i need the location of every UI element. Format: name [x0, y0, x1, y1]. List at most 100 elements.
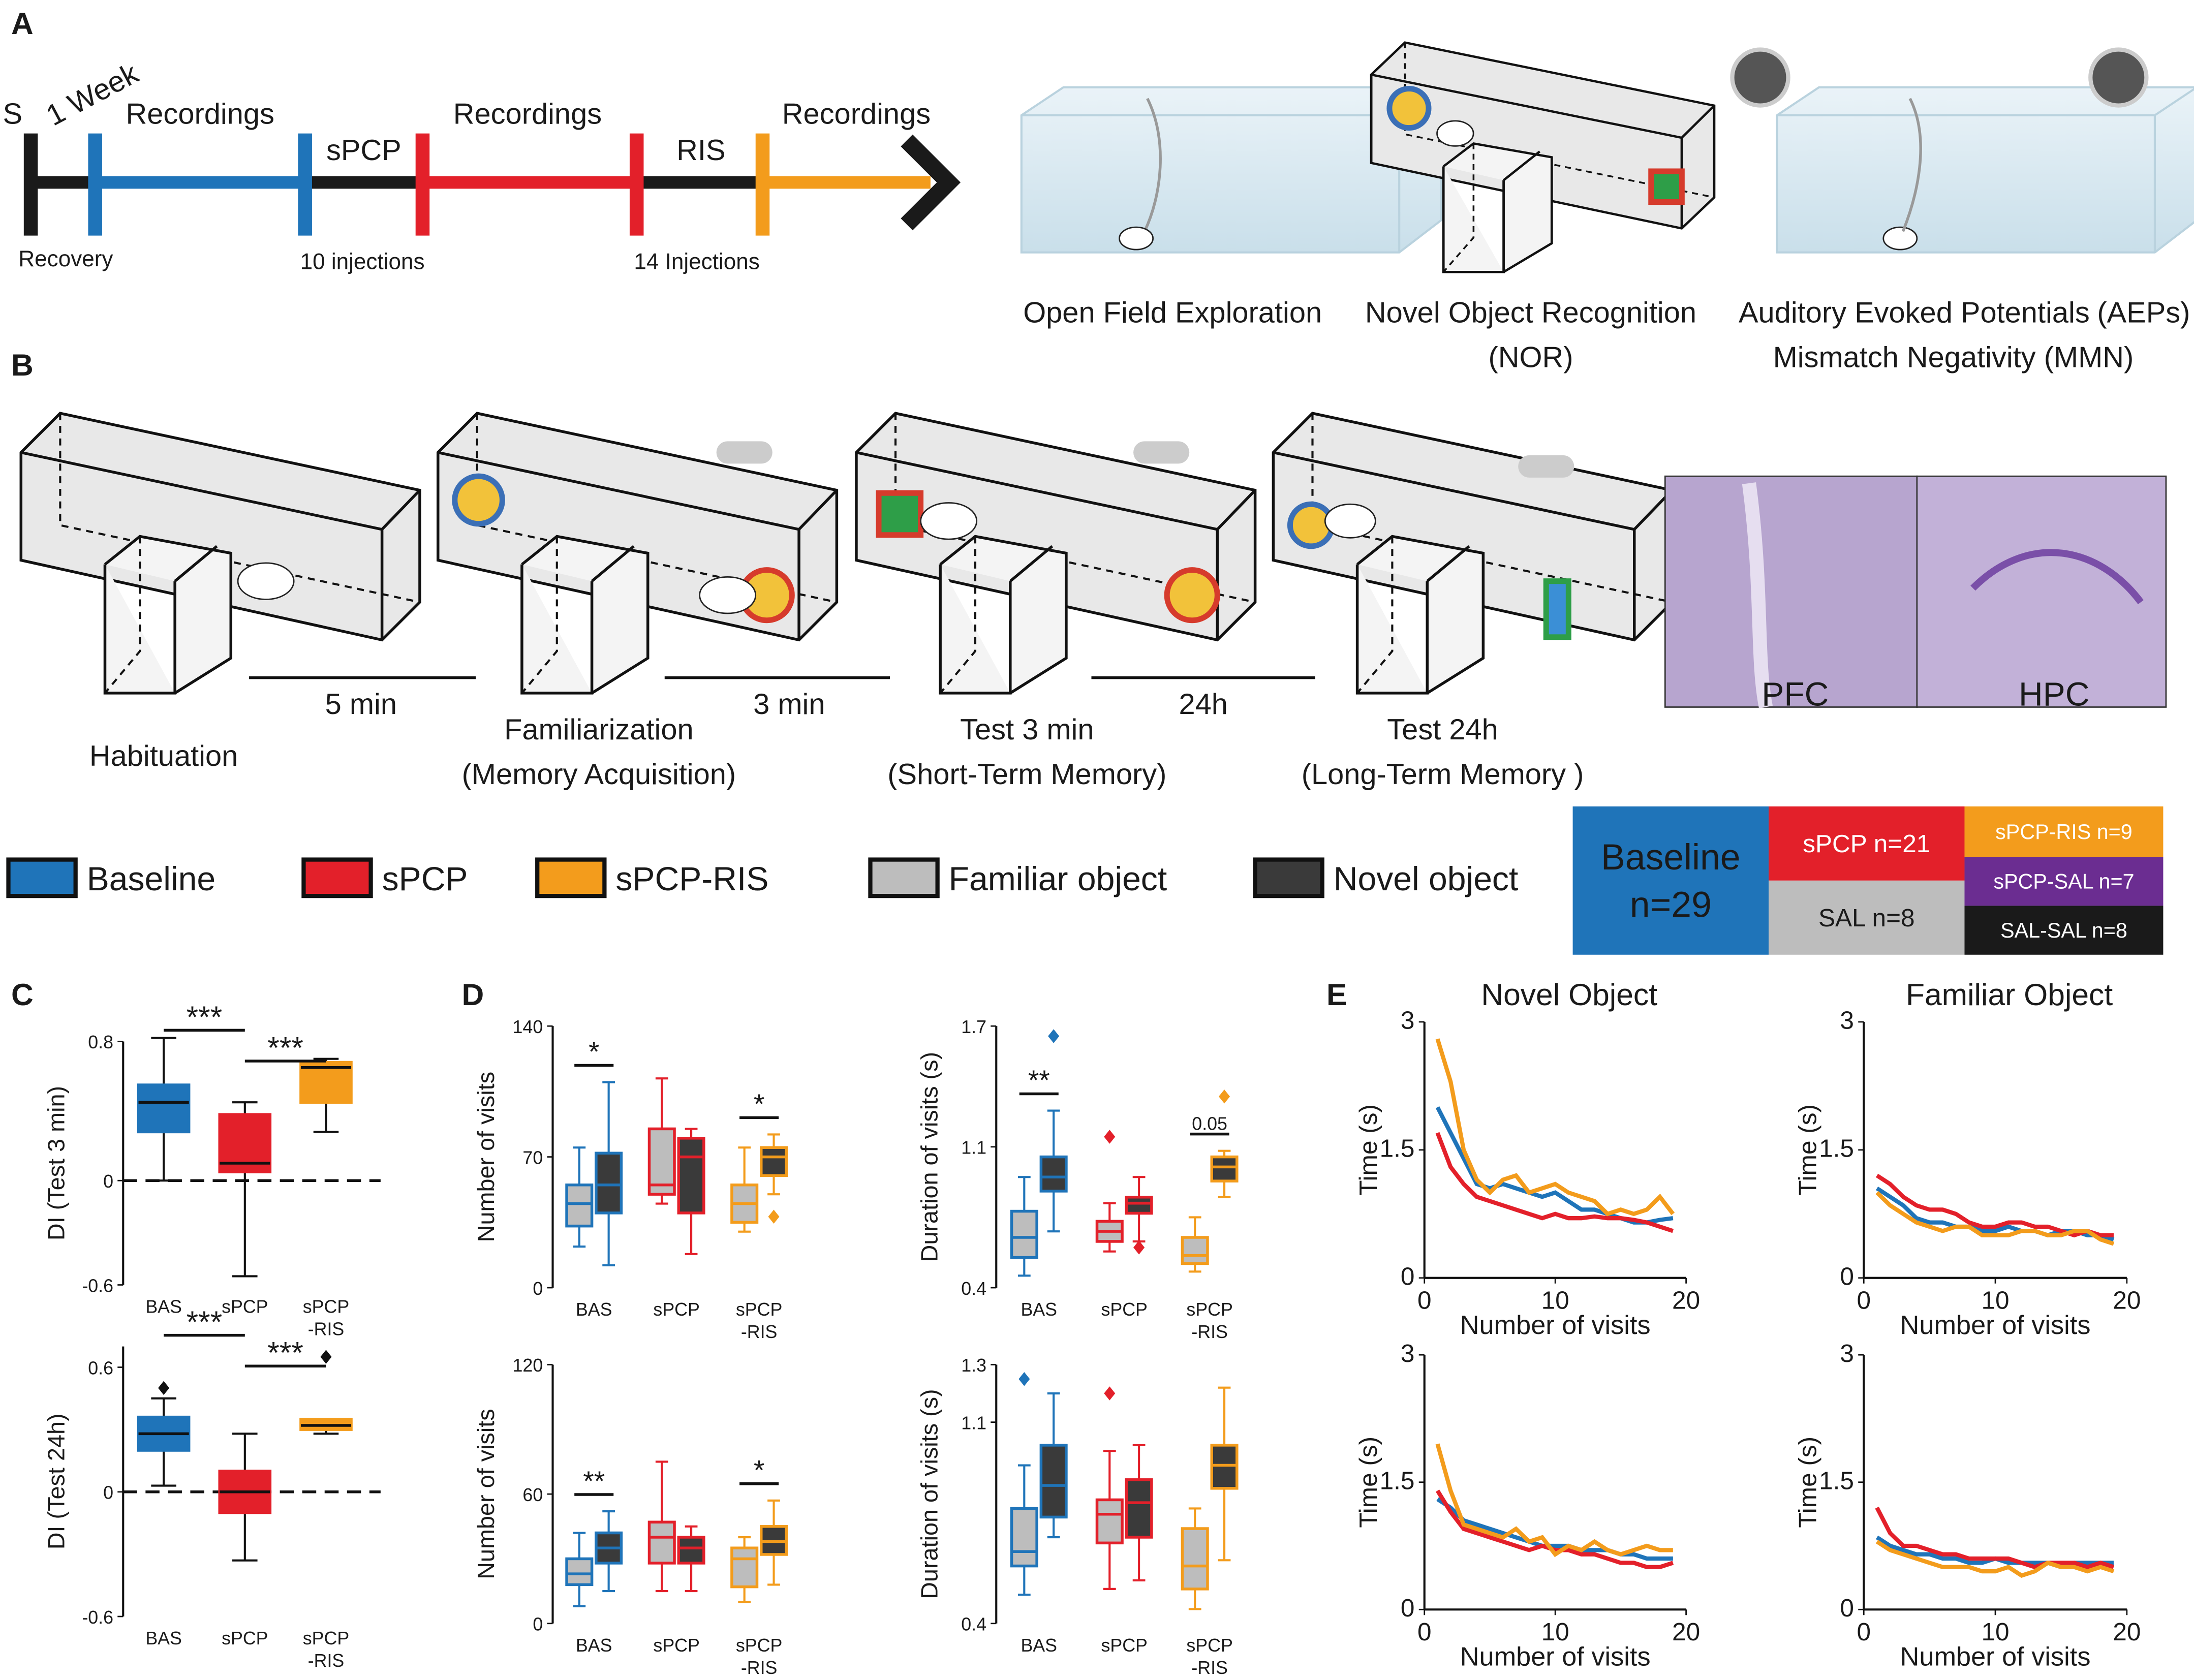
stage-label: Test 3 min	[960, 713, 1094, 746]
group-label: sPCP n=21	[1803, 829, 1930, 858]
x-tick-label: BAS	[576, 1635, 612, 1656]
task-label: (AEPs)	[2097, 296, 2190, 329]
task-label: (NOR)	[1489, 341, 1573, 374]
x-tick-label: 0	[1857, 1286, 1871, 1314]
task-label: Auditory Evoked Potentials	[1739, 296, 2090, 329]
timeline-phase: Recordings	[782, 98, 931, 130]
significance-label: **	[1028, 1064, 1050, 1096]
y-tick-label: 1.5	[1819, 1466, 1854, 1495]
speaker	[1730, 47, 1790, 108]
x-tick-label: sPCP	[303, 1297, 349, 1317]
legend-label: Familiar object	[949, 860, 1167, 898]
box	[299, 1061, 353, 1104]
flier	[1133, 1240, 1145, 1255]
chart-title: Familiar Object	[1906, 977, 2113, 1012]
box	[759, 1146, 788, 1177]
y-axis-label: DI (Test 24h)	[43, 1413, 70, 1549]
significance-label: *	[589, 1036, 599, 1067]
object	[1164, 567, 1220, 624]
significance-label: *	[754, 1454, 764, 1486]
controller	[1133, 441, 1190, 464]
x-tick-label: -RIS	[741, 1658, 778, 1678]
maze	[1273, 413, 1672, 693]
significance-label: ***	[187, 1304, 223, 1339]
interval-label: 3 min	[753, 688, 825, 721]
group-label: sPCP-RIS n=9	[1995, 820, 2133, 844]
y-tick-label: 0	[1401, 1262, 1415, 1291]
x-tick-label: sPCP	[1101, 1635, 1147, 1656]
x-axis-label: Number of visits	[1460, 1642, 1651, 1671]
x-tick-label: BAS	[1021, 1635, 1057, 1656]
group-cell	[1964, 806, 2164, 857]
cable	[1143, 98, 1162, 232]
x-tick-label: BAS	[1021, 1299, 1057, 1320]
group-cell	[1572, 806, 1769, 955]
x-tick-label: sPCP	[1186, 1635, 1232, 1656]
x-tick-label: sPCP	[653, 1299, 699, 1320]
box	[1125, 1478, 1153, 1539]
y-axis-label: Time (s)	[1794, 1437, 1822, 1528]
significance-label: *	[754, 1088, 764, 1119]
group-cell	[1964, 857, 2164, 906]
stage-label: (Short-Term Memory)	[887, 758, 1166, 791]
flier	[768, 1209, 780, 1224]
histology-label: PFC	[1762, 676, 1829, 713]
y-tick-label: 0	[533, 1279, 543, 1299]
legend-label: Baseline	[87, 860, 215, 898]
panel-label: B	[11, 348, 34, 382]
histology-detail	[1970, 549, 2144, 605]
y-tick-label: 60	[522, 1485, 543, 1505]
legend-label: sPCP-RIS	[615, 860, 768, 898]
mouse	[1119, 226, 1154, 251]
y-tick-label: 1.7	[961, 1017, 986, 1037]
box	[1125, 1196, 1153, 1215]
box	[1181, 1527, 1209, 1591]
stage-label: (Memory Acquisition)	[462, 758, 736, 791]
controller	[716, 441, 772, 464]
flier	[320, 1350, 332, 1364]
box	[137, 1083, 191, 1134]
maze	[438, 413, 837, 693]
y-axis-label: Duration of visits (s)	[916, 1389, 943, 1599]
y-tick-label: 0	[1401, 1594, 1415, 1622]
box	[730, 1546, 759, 1589]
line	[1875, 1191, 2115, 1246]
flier	[158, 1381, 170, 1395]
histology-detail	[1742, 482, 1773, 709]
x-axis-label: Number of visits	[1900, 1642, 2091, 1671]
y-tick-label: 1.5	[1380, 1134, 1415, 1163]
flier	[1048, 1029, 1060, 1043]
x-tick-label: -RIS	[741, 1322, 778, 1342]
y-tick-label: 3	[1401, 1006, 1415, 1035]
box	[1210, 1444, 1239, 1490]
line	[1435, 1106, 1674, 1225]
histology-image	[1916, 475, 2167, 708]
mouse	[1436, 120, 1474, 147]
box	[1010, 1507, 1038, 1568]
mouse	[920, 502, 978, 540]
x-tick-label: 0	[1417, 1286, 1432, 1314]
cable	[1901, 98, 1922, 232]
x-tick-label: 20	[1672, 1617, 1700, 1646]
y-tick-label: 0.4	[961, 1279, 986, 1299]
panel-label: A	[11, 6, 34, 41]
significance-label: ***	[187, 1000, 223, 1034]
object	[1543, 578, 1571, 640]
x-tick-label: 0	[1417, 1617, 1432, 1646]
stage-label: Habituation	[89, 740, 238, 772]
stage-label: Test 24h	[1387, 713, 1498, 746]
box	[1010, 1209, 1038, 1259]
y-axis-label: Time (s)	[1794, 1104, 1822, 1196]
group-table: Baseline n=29 sPCP n=21 SAL n=8 sPCP-RIS n=9…	[1572, 806, 2164, 955]
box	[1210, 1155, 1239, 1183]
chart-title: Novel Object	[1481, 977, 1657, 1012]
y-axis-label: Duration of visits (s)	[916, 1052, 943, 1262]
x-axis-label: Number of visits	[1460, 1311, 1651, 1340]
y-tick-label: 1.5	[1819, 1134, 1854, 1163]
line	[1435, 1132, 1674, 1233]
x-tick-label: sPCP	[222, 1628, 268, 1648]
legend: Baseline sPCP sPCP-RIS Familiar object Novel…	[6, 857, 1518, 898]
